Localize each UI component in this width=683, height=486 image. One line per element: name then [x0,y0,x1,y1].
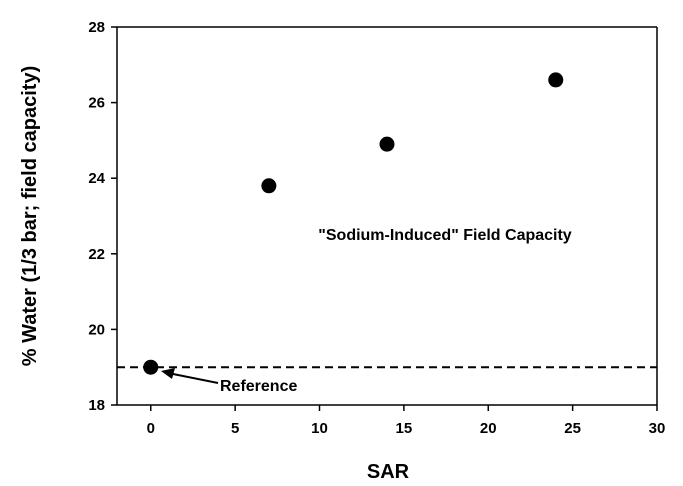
reference-label: Reference [220,378,297,395]
plot-frame [116,26,658,406]
field-capacity-annotation: "Sodium-Induced" Field Capacity [318,227,572,244]
y-tick-label: 18 [88,397,105,414]
reference-arrow-icon [167,372,219,384]
x-tick-label: 0 [147,420,155,437]
data-points [143,72,564,375]
x-axis-ticks: 0 5 10 15 20 25 30 [147,405,666,437]
data-point [379,136,395,152]
x-axis-title: SAR [367,461,410,483]
y-tick-label: 24 [88,170,105,187]
x-tick-label: 15 [396,420,413,437]
y-tick-label: 26 [88,95,105,112]
reference-annotation: Reference [161,368,297,395]
x-tick-label: 20 [480,420,497,437]
data-point [261,178,277,194]
x-tick-label: 30 [649,420,666,437]
x-tick-label: 25 [564,420,581,437]
x-tick-label: 10 [311,420,328,437]
y-tick-label: 28 [88,19,105,36]
y-axis-title: % Water (1/3 bar; field capacity) [19,66,41,366]
y-tick-label: 20 [88,321,105,338]
data-point [143,359,159,375]
y-axis-ticks: 18 20 22 24 26 28 [88,19,117,414]
y-tick-label: 22 [88,246,105,263]
reference-arrowhead-icon [161,368,175,379]
data-point [548,72,564,88]
x-tick-label: 5 [231,420,239,437]
